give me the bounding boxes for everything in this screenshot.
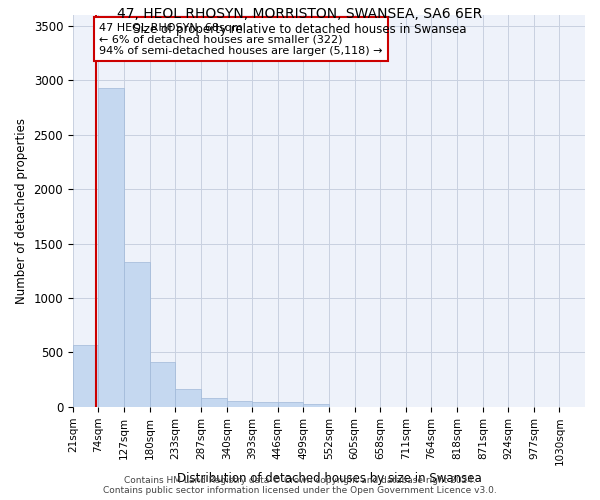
Bar — [73, 345, 98, 407]
Text: 47 HEOL RHOSYN: 68sqm
← 6% of detached houses are smaller (322)
94% of semi-deta: 47 HEOL RHOSYN: 68sqm ← 6% of detached h… — [100, 22, 383, 56]
Bar — [201, 398, 227, 407]
Bar — [124, 262, 149, 407]
Bar — [252, 402, 278, 407]
X-axis label: Distribution of detached houses by size in Swansea: Distribution of detached houses by size … — [176, 472, 481, 485]
Bar — [304, 404, 329, 407]
Text: Contains HM Land Registry data © Crown copyright and database right 2024.
Contai: Contains HM Land Registry data © Crown c… — [103, 476, 497, 495]
Bar — [98, 88, 124, 407]
Bar — [175, 389, 201, 407]
Bar — [227, 401, 252, 407]
Bar — [149, 362, 175, 407]
Text: Size of property relative to detached houses in Swansea: Size of property relative to detached ho… — [133, 22, 467, 36]
Text: 47, HEOL RHOSYN, MORRISTON, SWANSEA, SA6 6ER: 47, HEOL RHOSYN, MORRISTON, SWANSEA, SA6… — [118, 8, 482, 22]
Bar — [278, 402, 304, 407]
Y-axis label: Number of detached properties: Number of detached properties — [15, 118, 28, 304]
